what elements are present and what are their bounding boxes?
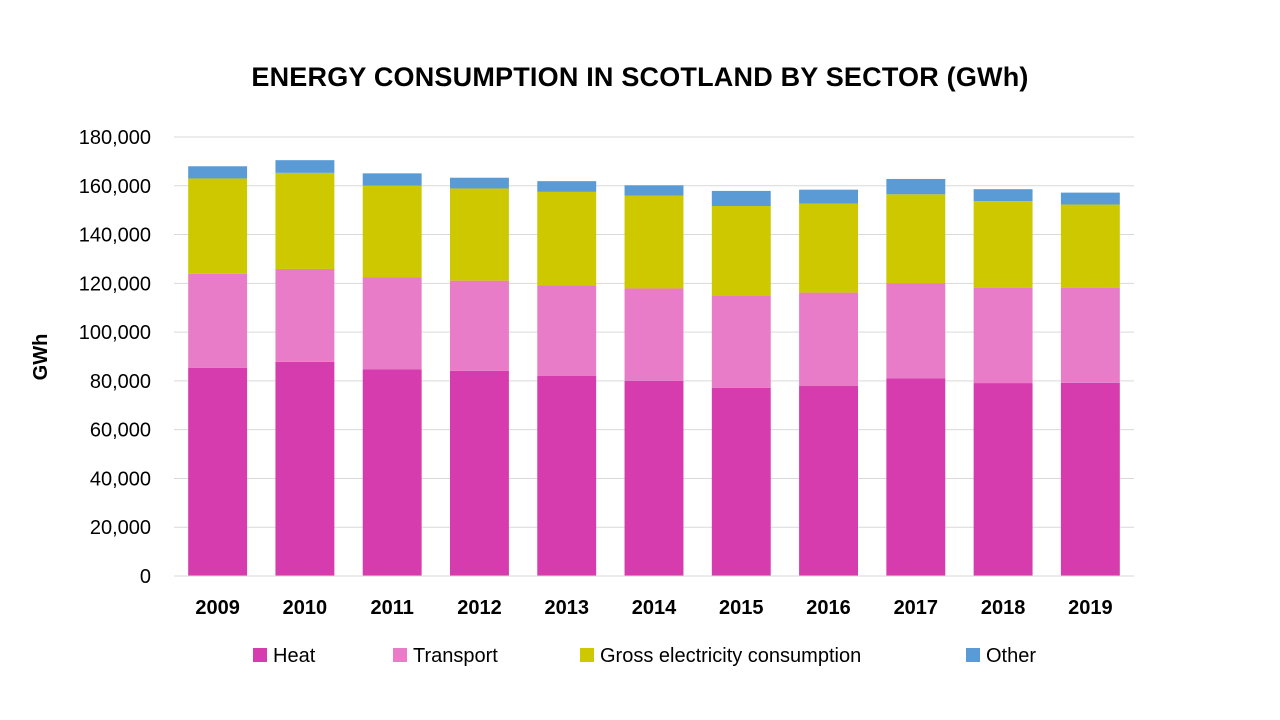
legend-swatch-other bbox=[966, 648, 980, 662]
bar-heat-2013 bbox=[537, 376, 597, 576]
bar-gross-electricity-consumption-2014 bbox=[624, 195, 684, 289]
x-tick-label: 2013 bbox=[544, 597, 589, 619]
legend-swatch-heat bbox=[253, 648, 267, 662]
bar-heat-2010 bbox=[275, 361, 335, 576]
y-tick-label: 40,000 bbox=[90, 468, 151, 490]
y-tick-label: 140,000 bbox=[79, 225, 151, 247]
chart-title: ENERGY CONSUMPTION IN SCOTLAND BY SECTOR… bbox=[251, 62, 1029, 92]
bar-heat-2014 bbox=[624, 380, 684, 576]
bar-other-2019 bbox=[1060, 192, 1120, 205]
bar-other-2010 bbox=[275, 160, 335, 173]
x-tick-label: 2014 bbox=[632, 597, 677, 619]
x-tick-label: 2009 bbox=[195, 597, 240, 619]
axes: 0 20,000 40,000 60,000 80,000 100,000 120,000 1… bbox=[30, 127, 1134, 619]
bar-gross-electricity-consumption-2015 bbox=[711, 206, 771, 297]
y-tick-label: 100,000 bbox=[79, 322, 151, 344]
bar-gross-electricity-consumption-2019 bbox=[1060, 204, 1120, 288]
legend-swatch-transport bbox=[393, 648, 407, 662]
bar-heat-2011 bbox=[362, 369, 422, 576]
bar-gross-electricity-consumption-2018 bbox=[973, 201, 1033, 288]
bar-other-2012 bbox=[450, 177, 509, 189]
y-tick-label: 20,000 bbox=[90, 517, 151, 539]
bar-gross-electricity-consumption-2017 bbox=[886, 194, 946, 284]
legend-label: Other bbox=[986, 645, 1036, 667]
x-tick-label: 2012 bbox=[457, 597, 502, 619]
bar-heat-2016 bbox=[799, 386, 858, 576]
bar-transport-2009 bbox=[188, 273, 248, 368]
y-tick-label: 60,000 bbox=[90, 420, 151, 442]
bar-heat-2015 bbox=[711, 387, 771, 576]
legend-label: Gross electricity consumption bbox=[600, 645, 861, 667]
x-tick-label: 2011 bbox=[370, 597, 413, 619]
x-tick-label: 2015 bbox=[719, 597, 764, 619]
x-tick-label: 2016 bbox=[806, 597, 851, 619]
bar-other-2017 bbox=[886, 178, 946, 195]
bar-heat-2012 bbox=[450, 370, 509, 576]
x-tick-label: 2010 bbox=[283, 597, 328, 619]
legend-swatch-gross-electricity-consumption bbox=[580, 648, 594, 662]
y-tick-label: 160,000 bbox=[79, 176, 151, 198]
bar-other-2009 bbox=[188, 166, 248, 179]
bar-heat-2018 bbox=[973, 383, 1033, 576]
bar-other-2011 bbox=[362, 173, 422, 186]
y-tick-label: 0 bbox=[140, 566, 151, 588]
bar-transport-2012 bbox=[450, 280, 509, 371]
bar-transport-2017 bbox=[886, 283, 946, 379]
bar-transport-2016 bbox=[799, 292, 858, 387]
bar-other-2016 bbox=[799, 189, 858, 204]
bar-heat-2009 bbox=[188, 367, 248, 576]
y-axis-label: GWh bbox=[30, 334, 52, 381]
legend-label: Transport bbox=[413, 645, 498, 667]
y-tick-label: 80,000 bbox=[90, 371, 151, 393]
bar-transport-2019 bbox=[1060, 287, 1120, 383]
bar-gross-electricity-consumption-2010 bbox=[275, 172, 335, 269]
bar-transport-2011 bbox=[362, 277, 422, 370]
x-tick-label: 2019 bbox=[1068, 597, 1113, 619]
bar-heat-2019 bbox=[1060, 382, 1120, 576]
bar-other-2013 bbox=[537, 181, 597, 192]
legend: Heat Transport Gross electricity consumpti… bbox=[253, 645, 1036, 667]
x-tick-label: 2017 bbox=[894, 597, 939, 619]
bar-transport-2013 bbox=[537, 285, 597, 377]
bar-other-2015 bbox=[711, 190, 771, 207]
bar-transport-2015 bbox=[711, 296, 771, 388]
bars bbox=[188, 160, 1120, 576]
y-tick-label: 180,000 bbox=[79, 127, 151, 149]
bar-transport-2014 bbox=[624, 288, 684, 381]
bar-transport-2018 bbox=[973, 287, 1033, 384]
bar-transport-2010 bbox=[275, 268, 335, 362]
bar-gross-electricity-consumption-2013 bbox=[537, 191, 597, 286]
bar-heat-2017 bbox=[886, 378, 946, 576]
bar-gross-electricity-consumption-2009 bbox=[188, 178, 248, 274]
bar-gross-electricity-consumption-2011 bbox=[362, 185, 422, 278]
bar-other-2014 bbox=[624, 185, 684, 196]
x-tick-label: 2018 bbox=[981, 597, 1026, 619]
legend-label: Heat bbox=[273, 645, 316, 667]
bar-gross-electricity-consumption-2012 bbox=[450, 188, 509, 281]
y-tick-label: 120,000 bbox=[79, 273, 151, 295]
bar-gross-electricity-consumption-2016 bbox=[799, 203, 858, 293]
bar-other-2018 bbox=[973, 189, 1033, 202]
